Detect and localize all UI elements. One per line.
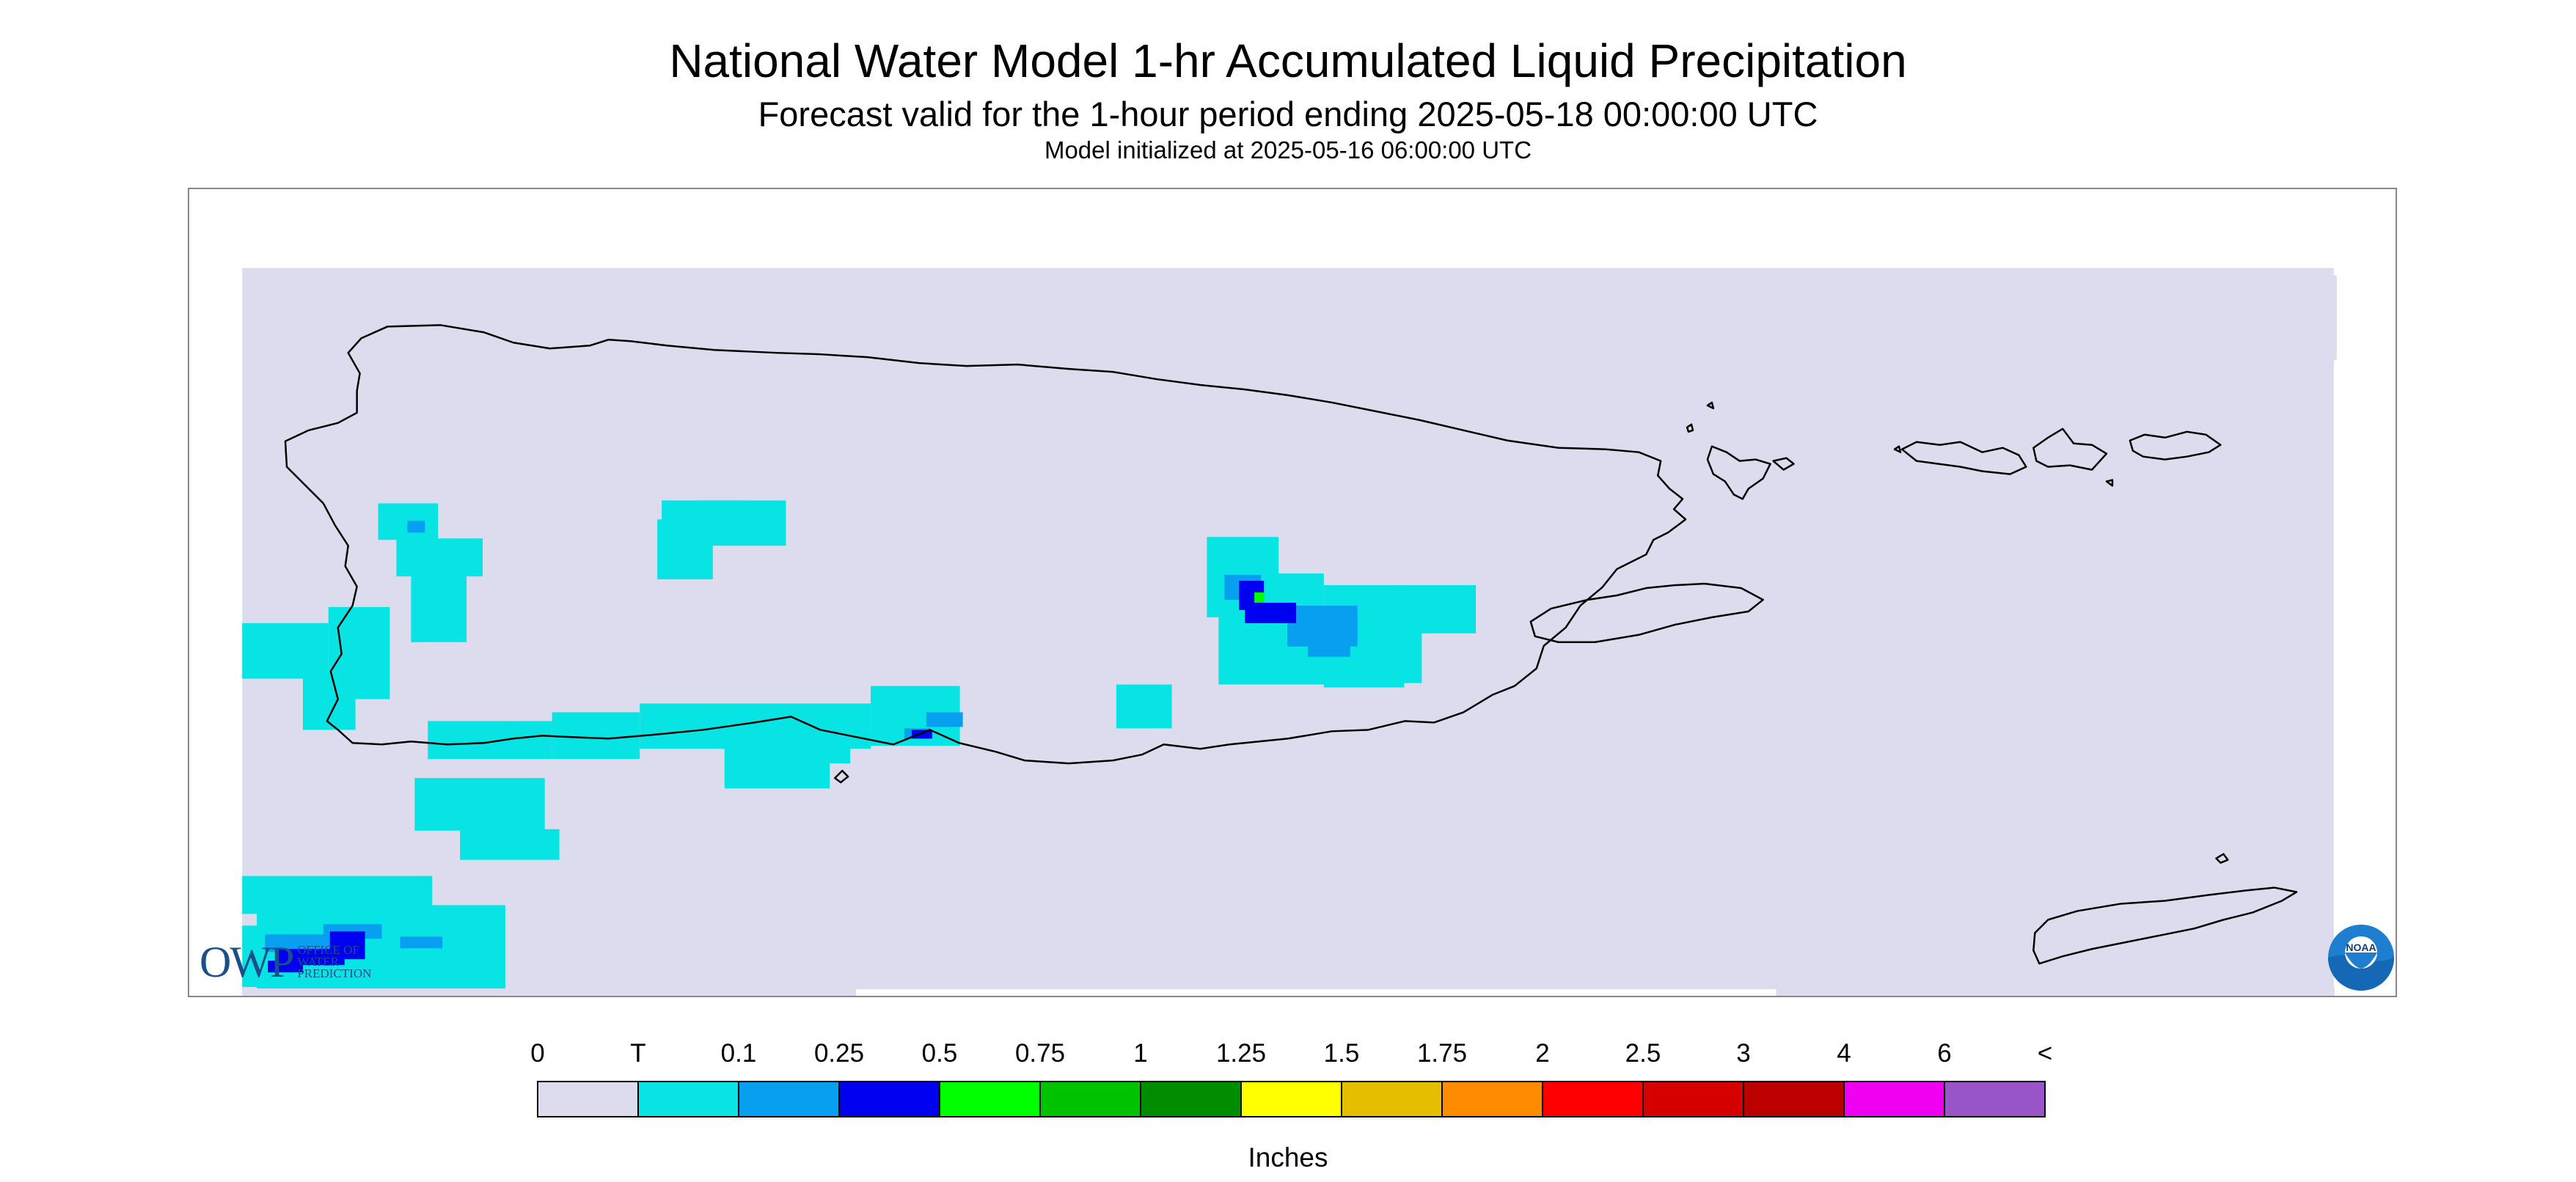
precip-0p5 [1254, 592, 1265, 603]
legend-tick-label: 2.5 [1625, 1039, 1661, 1068]
legend-swatch [1642, 1081, 1744, 1117]
st-croix-coast [2032, 886, 2298, 965]
legend-tick-label: 1 [1133, 1039, 1148, 1068]
legend-tick-label: 6 [1937, 1039, 1952, 1068]
legend-tick-label: 2 [1535, 1039, 1550, 1068]
legend-swatch [1341, 1081, 1443, 1117]
map-title: National Water Model 1-hr Accumulated Li… [669, 34, 1907, 87]
culebrita-islet [1772, 457, 1795, 471]
legend-units-label: Inches [1248, 1142, 1328, 1172]
noaa-logo-text: NOAA [2346, 941, 2376, 953]
st-john-coast [2032, 427, 2108, 471]
culebra-coast [1706, 445, 1771, 500]
legend-tick-label: 0.5 [921, 1039, 958, 1068]
forecast-valid-subtitle: Forecast valid for the 1-hour period end… [758, 95, 1818, 133]
st-thomas-coast [1900, 441, 2027, 475]
legend-tick-label: T [630, 1039, 646, 1068]
legend-swatch [1441, 1081, 1543, 1117]
legend-tick-label: 1.25 [1215, 1039, 1267, 1068]
legend-swatch [838, 1081, 940, 1117]
mona-island-coast [834, 769, 849, 784]
owp-logo-text: OFFICE OF WATER PREDICTION [297, 943, 372, 980]
legend-tick-label: 0.1 [720, 1039, 757, 1068]
legend-swatch [1140, 1081, 1242, 1117]
precip-0p25 [268, 581, 1296, 973]
legend-swatch [1843, 1081, 1945, 1117]
tortola-coast [2129, 430, 2222, 460]
legend-tick-label: 3 [1736, 1039, 1751, 1068]
model-init-subtitle: Model initialized at 2025-05-16 06:00:00… [1044, 136, 1532, 164]
owp-logo: OWP OFFICE OF WATER PREDICTION [200, 938, 372, 986]
desecheo-islet [1686, 423, 1694, 433]
legend-tick-label: 1.75 [1416, 1039, 1468, 1068]
legend-swatch [1944, 1081, 2046, 1117]
legend-swatch [1240, 1081, 1342, 1117]
legend-swatch [637, 1081, 739, 1117]
precip-trace [242, 500, 1477, 989]
legend-colorbar [537, 1081, 2046, 1117]
small-islet-3 [2215, 853, 2229, 864]
legend-swatch [537, 1081, 639, 1117]
legend-tick-label: 0.75 [1014, 1039, 1066, 1068]
coastlines [284, 324, 2298, 965]
legend-swatch [939, 1081, 1041, 1117]
map-panel: OWP OFFICE OF WATER PREDICTION NOAA [188, 188, 2397, 997]
legend-swatch [1039, 1081, 1141, 1117]
legend-tick-label: 0.25 [813, 1039, 865, 1068]
owp-logo-mark: OWP [200, 937, 294, 986]
vieques-coast [1529, 582, 1764, 643]
legend-tick-label: 4 [1837, 1039, 1851, 1068]
small-islet-1 [1893, 445, 1902, 453]
puerto-rico-coast [284, 324, 1687, 765]
legend-tick-label: < [2037, 1039, 2053, 1068]
precipitation-map [242, 268, 2337, 996]
small-islet-2 [2105, 479, 2114, 487]
precipitation-legend: 0 T 0.1 0.25 0.5 0.75 1 1.25 1.5 1.75 2 2.5 3 4 6 < Inc… [0, 997, 2576, 1182]
noaa-logo: NOAA [2328, 925, 2394, 991]
legend-swatch [1542, 1081, 1644, 1117]
legend-swatch [1743, 1081, 1845, 1117]
legend-swatch [738, 1081, 840, 1117]
legend-tick-label: 1.5 [1323, 1039, 1360, 1068]
legend-tick-label: 0 [530, 1039, 545, 1068]
small-islet-4 [1706, 401, 1715, 410]
